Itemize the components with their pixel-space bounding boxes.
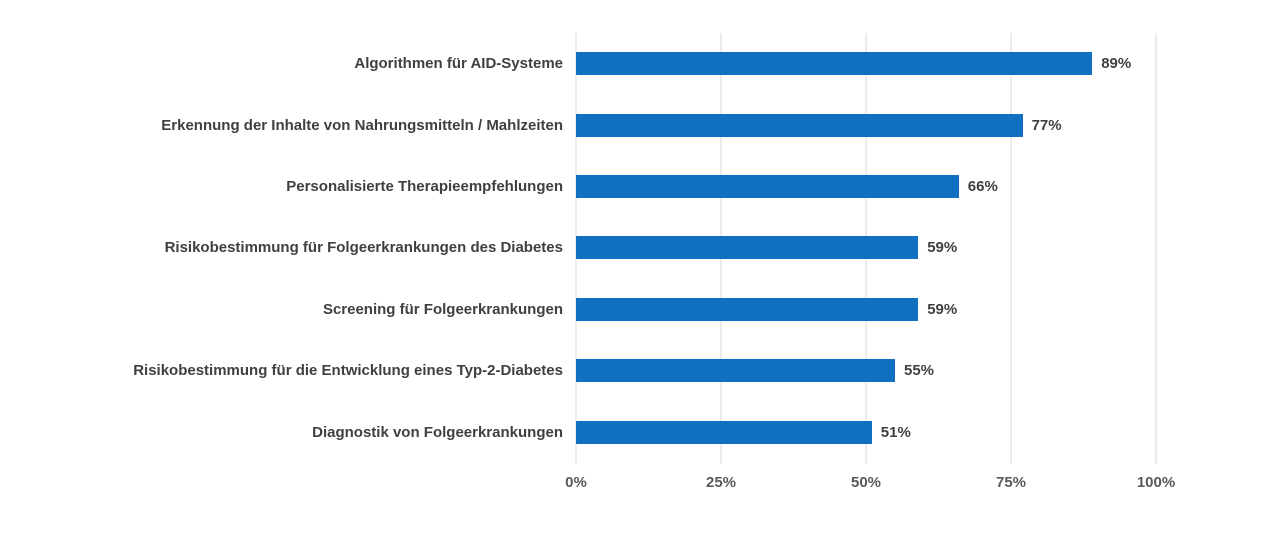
category-label: Risikobestimmung für Folgeerkrankungen d… xyxy=(164,239,563,257)
gridline xyxy=(1010,33,1012,464)
bar-track: 51% xyxy=(576,402,1156,463)
bar xyxy=(576,236,919,260)
value-label: 59% xyxy=(927,239,958,257)
bar-track: 55% xyxy=(576,340,1156,401)
value-label: 51% xyxy=(880,423,911,441)
value-label: 77% xyxy=(1031,116,1062,134)
bar-track: 59% xyxy=(576,217,1156,278)
x-tick-label: 75% xyxy=(995,474,1027,491)
bar-track: 66% xyxy=(576,156,1156,217)
bar xyxy=(576,113,1023,137)
bar-row: Diagnostik von Folgeerkrankungen 51% xyxy=(0,402,1280,463)
bar xyxy=(576,359,895,383)
bar-row: Risikobestimmung für Folgeerkrankungen d… xyxy=(0,217,1280,278)
x-tick-label: 100% xyxy=(1136,474,1176,491)
value-label: 66% xyxy=(967,178,998,196)
bar xyxy=(576,52,1093,76)
plot-area: Algorithmen für AID-Systeme 89% Erkennung … xyxy=(0,33,1280,463)
category-label: Screening für Folgeerkrankungen xyxy=(322,300,563,318)
x-axis: 0% 25% 50% 75% 100% xyxy=(565,474,1175,496)
gridline xyxy=(1155,33,1157,464)
x-tick-label: 0% xyxy=(565,474,587,491)
value-label: 59% xyxy=(927,300,958,318)
category-label: Diagnostik von Folgeerkrankungen xyxy=(312,423,563,441)
bar xyxy=(576,175,959,199)
bar-row: Screening für Folgeerkrankungen 59% xyxy=(0,279,1280,340)
x-tick-label: 50% xyxy=(850,474,882,491)
category-label: Algorithmen für AID-Systeme xyxy=(354,55,563,73)
bar-row: Personalisierte Therapieempfehlungen 66% xyxy=(0,156,1280,217)
x-tick-label: 25% xyxy=(705,474,737,491)
bar xyxy=(576,420,872,444)
category-label: Personalisierte Therapieempfehlungen xyxy=(286,177,563,195)
value-label: 89% xyxy=(1101,55,1132,73)
bar-track: 59% xyxy=(576,279,1156,340)
bar xyxy=(576,297,919,321)
value-label: 55% xyxy=(904,362,935,380)
category-label: Risikobestimmung für die Entwicklung ein… xyxy=(133,362,563,380)
bar-row: Erkennung der Inhalte von Nahrungsmittel… xyxy=(0,94,1280,155)
bar-track: 77% xyxy=(576,94,1156,155)
bar-row: Risikobestimmung für die Entwicklung ein… xyxy=(0,340,1280,401)
category-label: Erkennung der Inhalte von Nahrungsmittel… xyxy=(161,116,563,134)
bar-track: 89% xyxy=(576,33,1156,94)
bar-row: Algorithmen für AID-Systeme 89% xyxy=(0,33,1280,94)
